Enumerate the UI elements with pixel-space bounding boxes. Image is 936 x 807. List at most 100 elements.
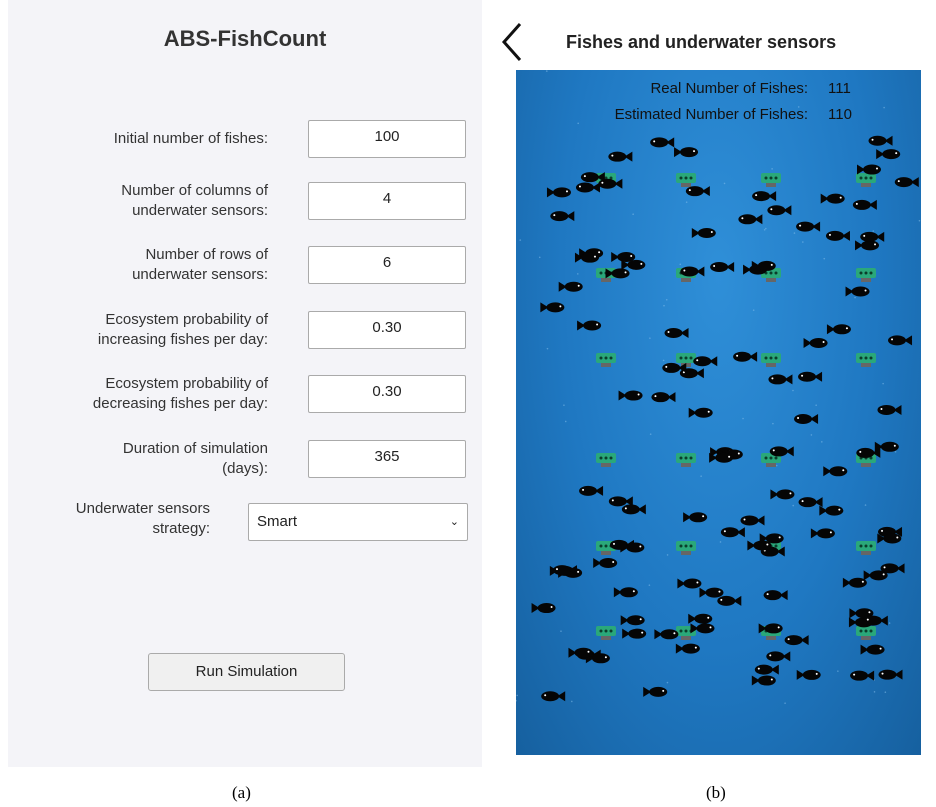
particle (889, 622, 891, 624)
fish-body (738, 214, 756, 224)
fish-eye (846, 327, 848, 329)
fish (686, 186, 710, 196)
caption: (b) (706, 783, 726, 803)
text-input[interactable]: 4 (308, 182, 466, 220)
fish-tail (624, 152, 632, 162)
fish-eye (882, 673, 884, 675)
fish-eye (707, 617, 709, 619)
fish-body (583, 321, 601, 331)
text-input[interactable]: 0.30 (308, 375, 466, 413)
fish-body (649, 687, 667, 697)
fish-tail (683, 512, 691, 522)
fish-body (574, 648, 592, 658)
fish (752, 676, 776, 686)
fish-body (768, 374, 786, 384)
fish-body (861, 240, 879, 250)
fish-eye (594, 256, 596, 258)
fish-eye (693, 150, 695, 152)
fish (770, 446, 794, 456)
fish-body (686, 186, 704, 196)
fish-tail (897, 563, 905, 573)
stat-label: Estimated Number of Fishes: (615, 106, 808, 123)
fish-tail (557, 691, 565, 701)
stat-value: 110 (828, 106, 852, 123)
fish-eye (713, 265, 715, 267)
particle (667, 682, 669, 684)
fish-tail (843, 578, 851, 588)
fish-tail (733, 596, 741, 606)
text-input[interactable]: 100 (308, 120, 466, 158)
fish-eye (579, 186, 581, 188)
fish-eye (662, 690, 664, 692)
fish-body (680, 266, 698, 276)
fish-eye (823, 341, 825, 343)
screen-title: Fishes and underwater sensors (566, 32, 836, 53)
fish-eye (789, 492, 791, 494)
fish-eye (653, 140, 655, 142)
fish (665, 328, 689, 338)
fish-body (826, 231, 844, 241)
fish (879, 670, 903, 680)
fish-tail (681, 328, 689, 338)
fish-body (863, 165, 881, 175)
fish (611, 252, 635, 262)
fish (622, 629, 646, 639)
back-button[interactable] (500, 22, 524, 62)
fish-body (869, 136, 887, 146)
sensor-light (860, 630, 863, 633)
fish-body (798, 372, 816, 382)
fish (895, 177, 919, 187)
label-line: Duration of simulation (8, 439, 268, 459)
fish-tail (780, 590, 788, 600)
fish (855, 240, 879, 250)
fish-eye (605, 656, 607, 658)
fish (576, 183, 600, 193)
fish-body (609, 496, 627, 506)
fish-body (665, 328, 683, 338)
fish-tail (667, 392, 675, 402)
sensor-light (600, 457, 603, 460)
sensor-light (870, 545, 873, 548)
fish-eye (896, 536, 898, 538)
sensor (856, 541, 876, 555)
text-input[interactable]: 6 (308, 246, 466, 284)
fish-eye (801, 375, 803, 377)
fish-eye (891, 338, 893, 340)
fish (650, 137, 674, 147)
fish-body (752, 191, 770, 201)
fish-body (849, 578, 867, 588)
sensor-light (680, 457, 683, 460)
fish (766, 651, 790, 661)
fish-body (565, 282, 583, 292)
fish-body (794, 414, 812, 424)
fish-eye (898, 180, 900, 182)
fish-eye (880, 408, 882, 410)
fish-tail (783, 205, 791, 215)
sensor-light (680, 357, 683, 360)
particle (667, 554, 669, 556)
dropdown[interactable]: Smart⌄ (248, 503, 468, 541)
particle (815, 404, 817, 406)
sensor-light (860, 357, 863, 360)
run-button[interactable]: Run Simulation (148, 653, 345, 691)
particle (546, 70, 548, 72)
fish (643, 687, 667, 697)
fish-tail (893, 405, 901, 415)
fish (547, 187, 571, 197)
sensor-light (600, 272, 603, 275)
fish-body (721, 527, 739, 537)
fish-tail (864, 570, 872, 580)
text-input[interactable]: 365 (308, 440, 466, 478)
fish-body (598, 179, 616, 189)
fish-body (579, 486, 597, 496)
fish-eye (598, 251, 600, 253)
text-input[interactable]: 0.30 (308, 311, 466, 349)
sensor-light (870, 177, 873, 180)
field-label: Duration of simulation(days): (8, 439, 268, 479)
fish-tail (770, 489, 778, 499)
fish-eye (612, 499, 614, 501)
fish-tail (702, 186, 710, 196)
field-label: Underwater sensorsstrategy: (0, 499, 210, 539)
fish-eye (883, 573, 885, 575)
